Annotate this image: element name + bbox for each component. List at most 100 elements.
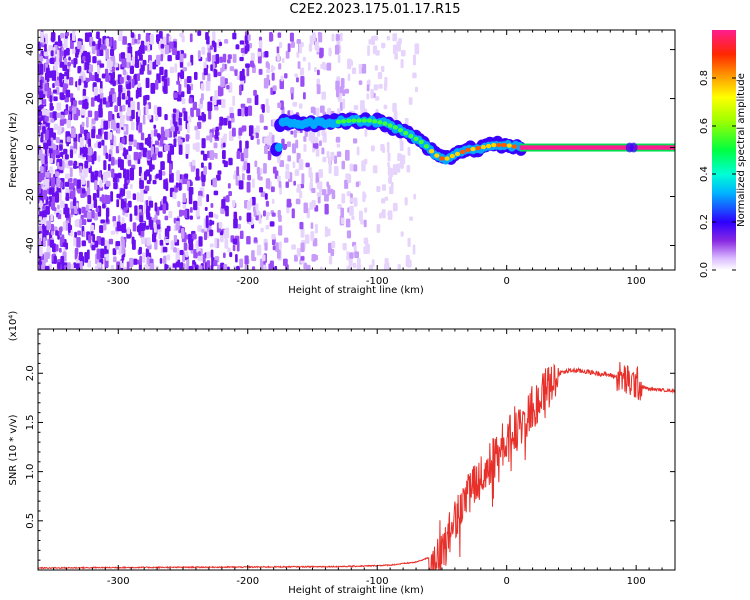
- heatmap-cell: [60, 255, 65, 265]
- heatmap-cell: [190, 83, 194, 91]
- heatmap-cell: [50, 213, 54, 222]
- heatmap-cell: [198, 103, 203, 109]
- heatmap-cell: [111, 156, 115, 166]
- heatmap-cell: [42, 126, 46, 134]
- heatmap-cell: [105, 75, 110, 82]
- heatmap-cell: [87, 110, 93, 118]
- heatmap-cell: [255, 125, 260, 133]
- heatmap-cell: [358, 210, 363, 222]
- heatmap-cell: [265, 224, 270, 230]
- heatmap-cell: [134, 73, 138, 85]
- heatmap-cell: [144, 185, 150, 192]
- heatmap-cell: [386, 262, 390, 270]
- heatmap-cell: [48, 187, 52, 195]
- heatmap-cell: [79, 165, 83, 173]
- heatmap-cell: [344, 149, 350, 161]
- heatmap-cell: [219, 116, 224, 126]
- heatmap-cell: [408, 97, 413, 105]
- heatmap-cell: [116, 221, 121, 231]
- heatmap-cell: [123, 183, 128, 190]
- heatmap-cell: [92, 233, 96, 243]
- heatmap-cell: [285, 181, 289, 188]
- heatmap-cell: [53, 123, 59, 131]
- heatmap-cell: [310, 172, 313, 183]
- heatmap-cell: [72, 197, 77, 206]
- heatmap-cell: [179, 53, 184, 63]
- heatmap-cell: [246, 212, 252, 222]
- heatmap-cell: [204, 206, 208, 211]
- heatmap-cell: [328, 47, 332, 57]
- ridge-core: [418, 139, 424, 145]
- heatmap-cell: [188, 115, 192, 123]
- heatmap-cell: [96, 189, 100, 198]
- heatmap-cell: [219, 56, 223, 63]
- heatmap-cell: [97, 64, 101, 74]
- heatmap-cell: [157, 151, 163, 158]
- heatmap-cell: [74, 231, 78, 238]
- heatmap-cell: [148, 200, 154, 208]
- heatmap-cell: [200, 93, 204, 101]
- heatmap-cell: [335, 136, 341, 143]
- heatmap-cell: [221, 99, 226, 109]
- heatmap-cell: [232, 174, 236, 180]
- heatmap-cell: [230, 117, 235, 123]
- heatmap-cell: [145, 104, 149, 115]
- heatmap-cell: [166, 225, 171, 232]
- heatmap-cell: [297, 61, 301, 69]
- heatmap-cell: [97, 155, 101, 162]
- heatmap-cell: [412, 244, 416, 255]
- heatmap-cell: [130, 269, 133, 270]
- heatmap-cell: [106, 212, 109, 223]
- heatmap-cell: [59, 181, 64, 188]
- heatmap-cell: [149, 220, 154, 230]
- heatmap-cell: [364, 207, 368, 213]
- heatmap-cell: [174, 63, 178, 73]
- bottom-x-tick-label: 100: [627, 576, 646, 587]
- heatmap-cell: [202, 253, 206, 264]
- heatmap-cell: [68, 160, 73, 166]
- bottom-y-tick-label: 0.5: [25, 513, 36, 529]
- heatmap-cell: [55, 137, 60, 143]
- heatmap-cell: [42, 223, 45, 229]
- heatmap-cell: [122, 36, 127, 45]
- heatmap-cell: [314, 41, 319, 51]
- heatmap-cell: [366, 93, 370, 100]
- heatmap-cell: [81, 240, 86, 247]
- heatmap-cell: [159, 135, 164, 147]
- heatmap-cell: [71, 127, 76, 138]
- heatmap-cell: [210, 264, 214, 270]
- heatmap-cell: [275, 242, 279, 252]
- heatmap-cell: [71, 59, 74, 65]
- heatmap-cell: [180, 228, 185, 239]
- heatmap-cell: [234, 69, 238, 76]
- heatmap-cell: [206, 260, 211, 270]
- heatmap-cell: [57, 204, 60, 210]
- heatmap-cell: [119, 76, 124, 84]
- heatmap-cell: [121, 244, 125, 255]
- heatmap-cell: [235, 44, 240, 50]
- heatmap-cell: [137, 109, 141, 117]
- heatmap-cell: [126, 75, 130, 81]
- heatmap-cell: [278, 225, 283, 236]
- heatmap-cell: [384, 257, 389, 264]
- heatmap-cell: [159, 206, 163, 211]
- heatmap-cell: [81, 121, 85, 128]
- heatmap-cell: [346, 191, 351, 197]
- heatmap-cell: [339, 86, 344, 94]
- heatmap-cell: [363, 219, 367, 228]
- heatmap-cell: [256, 166, 260, 175]
- heatmap-cell: [407, 259, 412, 268]
- heatmap-cell: [314, 143, 319, 149]
- heatmap-cell: [138, 122, 143, 133]
- ridge-core: [454, 151, 461, 157]
- heatmap-cell: [121, 217, 125, 224]
- heatmap-cell: [78, 208, 82, 215]
- heatmap-cell: [315, 107, 320, 116]
- heatmap-cell: [147, 114, 152, 120]
- heatmap-cell: [196, 108, 201, 117]
- heatmap-cell: [276, 53, 280, 62]
- heatmap-cell: [167, 55, 172, 62]
- heatmap-cell: [88, 64, 94, 73]
- heatmap-cell: [93, 143, 97, 148]
- heatmap-cell: [261, 104, 265, 113]
